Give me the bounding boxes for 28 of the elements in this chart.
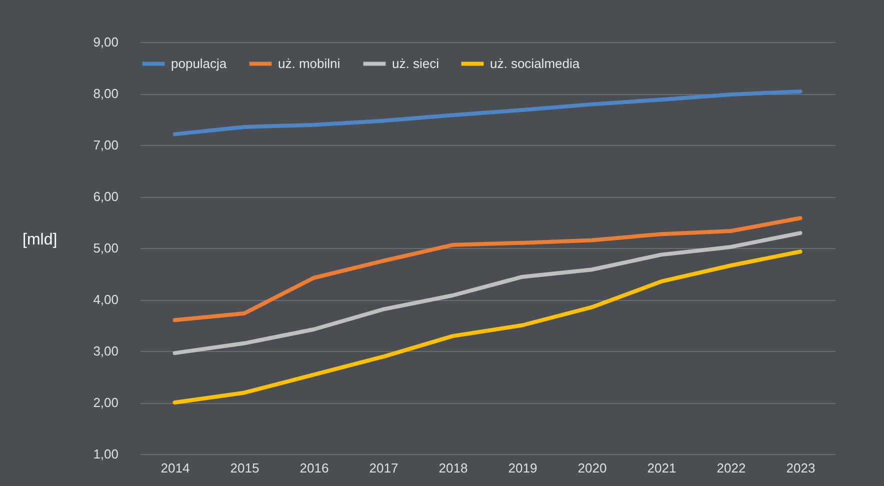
y-axis-title: [mld] <box>22 232 58 248</box>
x-tick-label: 2020 <box>578 460 607 476</box>
y-tick-label: 3,00 <box>93 344 118 358</box>
x-tick-label: 2016 <box>300 460 329 476</box>
x-tick-label: 2015 <box>230 460 260 476</box>
x-tick-label: 2021 <box>647 460 676 476</box>
x-tick-label: 2014 <box>160 460 190 476</box>
y-tick-label: 7,00 <box>93 138 118 152</box>
line-series <box>172 231 802 356</box>
y-tick-label: 4,00 <box>93 292 118 307</box>
y-tick-label: 8,00 <box>93 86 118 101</box>
line-series <box>172 250 802 404</box>
x-tick-label: 2022 <box>716 460 746 476</box>
legend-label: uż. socialmedia <box>490 56 580 71</box>
line-series <box>172 89 802 136</box>
y-tick-label: 6,00 <box>93 189 118 204</box>
legend-label: uż. sieci <box>392 56 440 71</box>
y-tick-label: 2,00 <box>93 395 118 410</box>
y-tick-label: 5,00 <box>93 240 118 256</box>
x-tick-label: 2018 <box>438 460 468 476</box>
x-tick-label: 2019 <box>508 460 538 476</box>
x-tick-label: 2017 <box>369 460 398 476</box>
legend-label: uż. mobilni <box>278 56 340 71</box>
legend-label: populacja <box>171 56 228 71</box>
line-series <box>172 216 802 322</box>
x-tick-label: 2023 <box>786 460 816 476</box>
y-tick-label: 9,00 <box>93 34 118 50</box>
y-tick-label: 1,00 <box>93 446 118 462</box>
